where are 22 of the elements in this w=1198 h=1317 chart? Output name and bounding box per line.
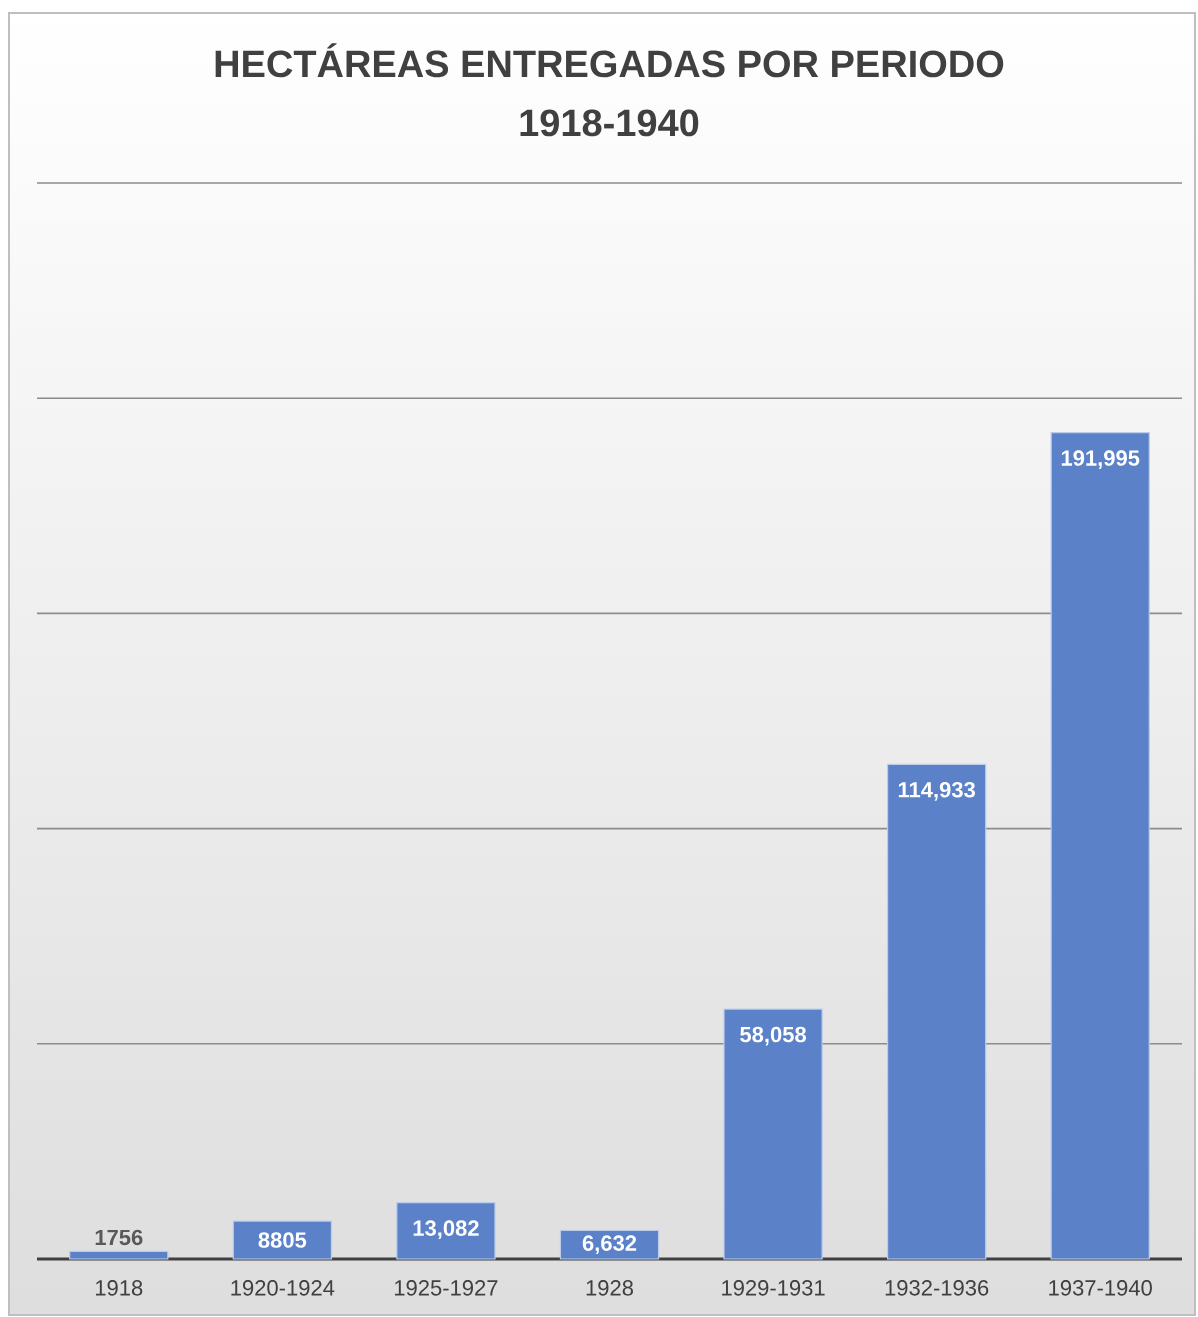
bar bbox=[396, 1202, 496, 1260]
x-tick-label: 1920-1924 bbox=[231, 1280, 335, 1296]
bar bbox=[723, 1008, 823, 1260]
x-tick-label: 1929-1931 bbox=[722, 1280, 825, 1296]
x-tick-label: 1928 bbox=[586, 1280, 633, 1296]
data-label: 191,995 bbox=[1061, 450, 1140, 470]
bar bbox=[232, 1220, 333, 1260]
x-tick-label: 1937-1940 bbox=[1049, 1280, 1152, 1296]
data-label: 6,632 bbox=[582, 1235, 637, 1255]
data-label: 1756 bbox=[95, 1229, 143, 1246]
data-label: 58,058 bbox=[740, 1026, 807, 1046]
chart-title: HECTÁREAS ENTREGADAS POR PERIODO bbox=[215, 43, 1004, 78]
x-tick-label: 1925-1927 bbox=[394, 1280, 498, 1296]
bar bbox=[69, 1250, 169, 1260]
x-tick-label: 1932-1936 bbox=[885, 1280, 989, 1296]
data-label: 114,933 bbox=[898, 781, 975, 801]
data-label: 13,082 bbox=[413, 1220, 479, 1240]
data-label: 8805 bbox=[258, 1232, 307, 1248]
x-tick-label: 1918 bbox=[95, 1280, 143, 1296]
chart-subtitle: 1918-1940 bbox=[520, 109, 699, 137]
bar bbox=[1050, 432, 1150, 1260]
bar bbox=[886, 763, 987, 1260]
